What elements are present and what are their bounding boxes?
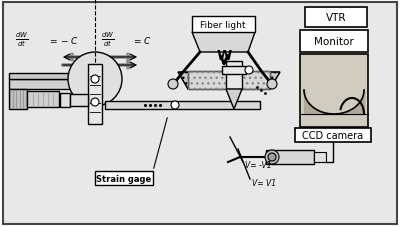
Text: $= C$: $= C$ (132, 34, 151, 45)
Circle shape (267, 80, 277, 90)
Bar (70, 95, 88, 106)
Bar (95, 171, 153, 185)
Bar (60, 94, 70, 108)
Circle shape (168, 80, 178, 90)
Bar (9, 80, 104, 90)
Bar (222, 67, 246, 75)
Circle shape (91, 76, 99, 84)
Circle shape (171, 101, 179, 109)
Bar (226, 62, 242, 90)
Bar (305, 8, 367, 28)
Text: Strain gage: Strain gage (96, 174, 152, 183)
Text: W: W (216, 49, 232, 63)
Bar (27, 92, 59, 108)
Bar (295, 128, 371, 142)
Bar (192, 17, 255, 33)
Circle shape (245, 67, 253, 75)
Circle shape (265, 150, 279, 164)
Polygon shape (178, 73, 280, 90)
Circle shape (91, 99, 99, 106)
Circle shape (68, 53, 122, 106)
Text: $\frac{dW}{dt}$: $\frac{dW}{dt}$ (15, 31, 29, 49)
Bar (188, 72, 270, 90)
Text: Monitor: Monitor (314, 37, 354, 47)
Bar (105, 101, 260, 109)
Text: V= -V1: V= -V1 (245, 161, 272, 170)
Text: CCD camera: CCD camera (302, 131, 364, 140)
Bar (300, 31, 368, 53)
Bar (9, 74, 69, 80)
Text: $= -C$: $= -C$ (48, 34, 78, 45)
Polygon shape (192, 33, 255, 53)
Bar (314, 152, 326, 162)
Bar (188, 72, 270, 90)
Bar (266, 150, 314, 164)
Polygon shape (226, 90, 242, 109)
Text: V= V1: V= V1 (252, 178, 276, 187)
Text: VTR: VTR (326, 13, 346, 23)
Circle shape (268, 153, 276, 161)
Bar (300, 55, 368, 127)
Text: $\frac{dW}{dt}$: $\frac{dW}{dt}$ (101, 31, 115, 49)
Bar (88, 65, 102, 124)
Bar (9, 90, 27, 109)
Text: Fiber light: Fiber light (200, 20, 246, 29)
